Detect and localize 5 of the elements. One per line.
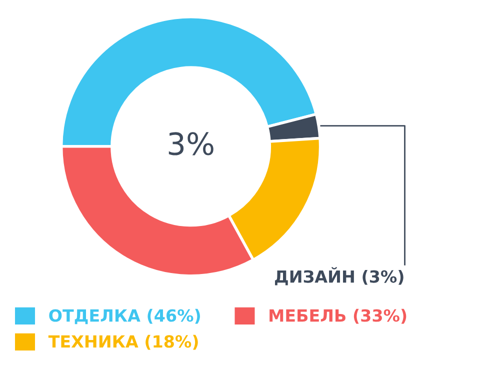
legend-label: ОТДЕЛКА (46%) — [49, 308, 200, 324]
text: 3% — [168, 132, 214, 156]
slice-label: ДИЗАЙН (3%) — [275, 267, 404, 286]
legend-label: МЕБЕЛЬ (33%) — [270, 308, 406, 324]
legend-label: ТЕХНИКА (18%) — [48, 334, 198, 350]
